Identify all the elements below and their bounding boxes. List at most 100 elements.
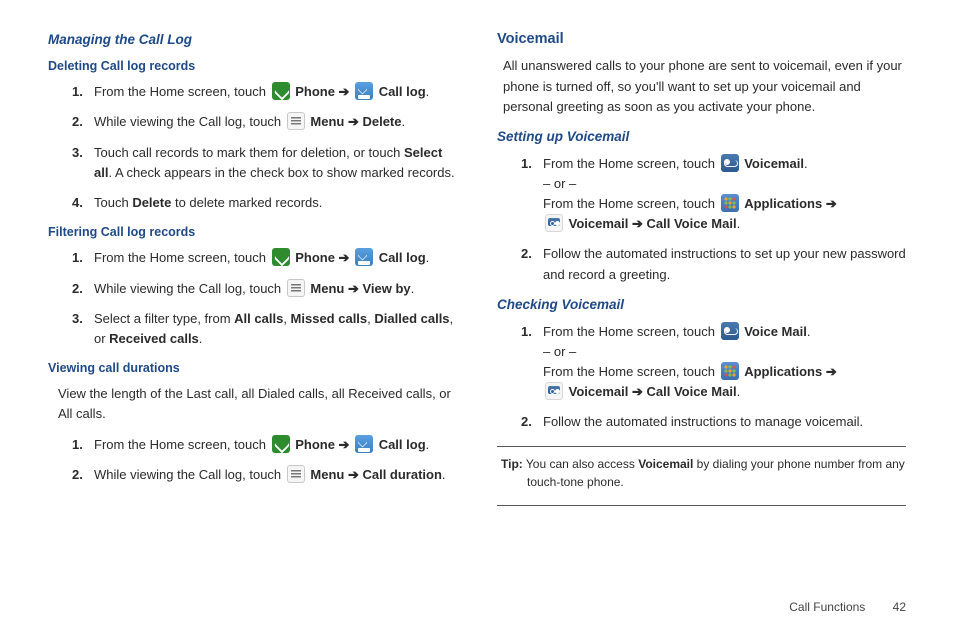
menu-icon — [287, 112, 305, 130]
text: From the Home screen, touch — [94, 84, 270, 99]
step-1: 1. From the Home screen, touch Voicemail… — [521, 154, 906, 235]
arrow: ➔ — [628, 384, 646, 399]
step-2: 2. While viewing the Call log, touch Men… — [72, 465, 457, 485]
left-column: Managing the Call Log Deleting Call log … — [48, 28, 457, 514]
durations-steps: 1. From the Home screen, touch Phone ➔ C… — [48, 435, 457, 485]
label-call-duration: Call duration — [362, 467, 441, 482]
dot: . — [442, 467, 446, 482]
label-phone: Phone — [295, 437, 335, 452]
step-number: 2. — [521, 244, 532, 264]
step-number: 1. — [521, 322, 532, 342]
text: Follow the automated instructions to set… — [543, 246, 906, 281]
applications-icon — [721, 194, 739, 212]
step-3: 3. Touch call records to mark them for d… — [72, 143, 457, 183]
calllog-icon — [355, 248, 373, 266]
dot: . — [804, 156, 808, 171]
arrow: ➔ — [335, 84, 353, 99]
step-1: 1. From the Home screen, touch Phone ➔ C… — [72, 82, 457, 102]
tip-divider — [497, 505, 906, 506]
step-1: 1. From the Home screen, touch Voice Mai… — [521, 322, 906, 403]
voicemail-icon — [721, 322, 739, 340]
label-dialled-calls: Dialled calls — [374, 311, 449, 326]
label-menu: Menu — [310, 467, 344, 482]
dot: . — [402, 114, 406, 129]
menu-icon — [287, 465, 305, 483]
step-number: 2. — [72, 279, 83, 299]
voicemail-icon — [721, 154, 739, 172]
comma: , — [283, 311, 290, 326]
step-number: 1. — [72, 82, 83, 102]
page-footer: Call Functions 42 — [789, 600, 906, 614]
arrow: ➔ — [344, 281, 362, 296]
step-number: 3. — [72, 309, 83, 329]
or-separator: – or – — [543, 174, 906, 194]
tip-voicemail: Voicemail — [638, 457, 693, 471]
footer-section: Call Functions — [789, 600, 865, 614]
durations-intro: View the length of the Last call, all Di… — [58, 384, 457, 424]
dot: . — [199, 331, 203, 346]
text: From the Home screen, touch — [543, 196, 719, 211]
text: While viewing the Call log, touch — [94, 281, 285, 296]
step-number: 1. — [72, 435, 83, 455]
text: From the Home screen, touch — [94, 250, 270, 265]
step-body: From the Home screen, touch Voice Mail. … — [543, 322, 906, 403]
phone-icon — [272, 248, 290, 266]
label-missed-calls: Missed calls — [291, 311, 368, 326]
step-number: 4. — [72, 193, 83, 213]
tip-text: by dialing your phone number from any — [693, 457, 904, 471]
label-applications: Applications — [744, 196, 822, 211]
label-phone: Phone — [295, 250, 335, 265]
dot: . — [426, 437, 430, 452]
setup-vm-steps: 1. From the Home screen, touch Voicemail… — [497, 154, 906, 285]
arrow: ➔ — [335, 250, 353, 265]
heading-managing-call-log: Managing the Call Log — [48, 30, 457, 51]
label-calllog: Call log — [379, 84, 426, 99]
heading-voicemail: Voicemail — [497, 28, 906, 50]
tip-text-line2: touch-tone phone. — [501, 473, 906, 491]
step-number: 1. — [72, 248, 83, 268]
dot: . — [426, 84, 430, 99]
text: Touch call records to mark them for dele… — [94, 145, 404, 160]
text: From the Home screen, touch — [543, 324, 719, 339]
text: While viewing the Call log, touch — [94, 114, 285, 129]
arrow: ➔ — [335, 437, 353, 452]
step-2: 2. While viewing the Call log, touch Men… — [72, 279, 457, 299]
label-voicemail: Voicemail — [569, 384, 629, 399]
label-menu: Menu — [310, 281, 344, 296]
filtering-steps: 1. From the Home screen, touch Phone ➔ C… — [48, 248, 457, 349]
step-1: 1. From the Home screen, touch Phone ➔ C… — [72, 435, 457, 455]
voicemail-intro: All unanswered calls to your phone are s… — [503, 56, 906, 116]
dot: . — [737, 216, 741, 231]
check-vm-steps: 1. From the Home screen, touch Voice Mai… — [497, 322, 906, 433]
label-voicemail: Voicemail — [744, 156, 804, 171]
tip-label: Tip: — [501, 457, 523, 471]
heading-viewing-durations: Viewing call durations — [48, 359, 457, 378]
voicemail-app-icon — [545, 382, 563, 400]
menu-icon — [287, 279, 305, 297]
label-call-voice-mail: Call Voice Mail — [646, 384, 736, 399]
text: Touch — [94, 195, 132, 210]
label-voicemail: Voicemail — [569, 216, 629, 231]
step-number: 3. — [72, 143, 83, 163]
heading-filtering-records: Filtering Call log records — [48, 223, 457, 242]
label-received-calls: Received calls — [109, 331, 199, 346]
calllog-icon — [355, 82, 373, 100]
text: to delete marked records. — [171, 195, 322, 210]
step-body: From the Home screen, touch Voicemail. –… — [543, 154, 906, 235]
footer-page-number: 42 — [893, 600, 906, 614]
arrow: ➔ — [628, 216, 646, 231]
arrow: ➔ — [822, 196, 837, 211]
deleting-steps: 1. From the Home screen, touch Phone ➔ C… — [48, 82, 457, 213]
dot: . — [737, 384, 741, 399]
text: . A check appears in the check box to sh… — [108, 165, 454, 180]
label-calllog: Call log — [379, 437, 426, 452]
text: While viewing the Call log, touch — [94, 467, 285, 482]
calllog-icon — [355, 435, 373, 453]
dot: . — [426, 250, 430, 265]
dot: . — [411, 281, 415, 296]
label-all-calls: All calls — [234, 311, 283, 326]
label-call-voice-mail: Call Voice Mail — [646, 216, 736, 231]
phone-icon — [272, 435, 290, 453]
label-phone: Phone — [295, 84, 335, 99]
tip-divider — [497, 446, 906, 447]
